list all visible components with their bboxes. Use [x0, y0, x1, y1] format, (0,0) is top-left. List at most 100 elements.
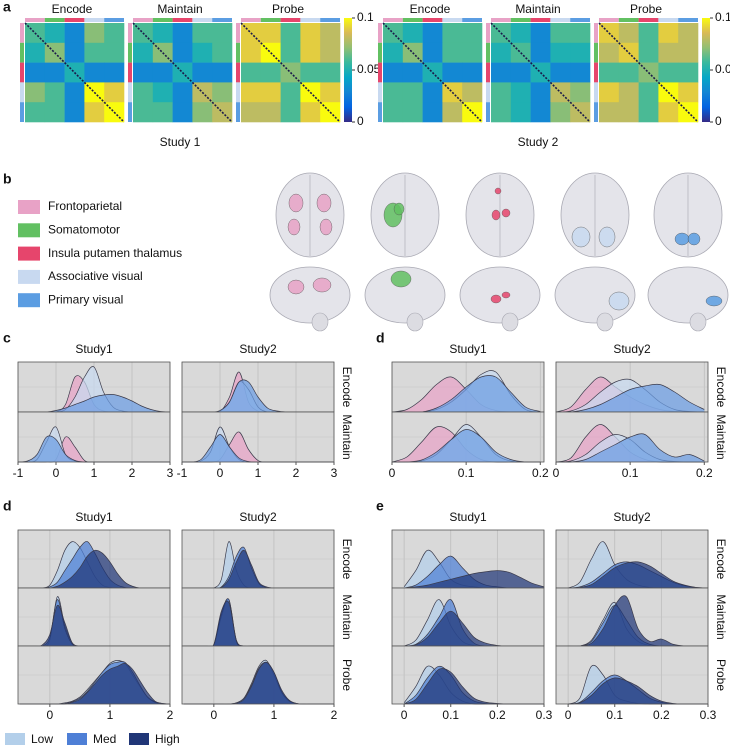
heatmap-cell: [192, 62, 213, 83]
brain-region: [608, 291, 630, 311]
network-strip: [236, 82, 240, 103]
heatmap-cell: [638, 102, 659, 123]
row-label: Encode: [340, 367, 354, 408]
network-strip: [133, 18, 153, 22]
x-tick-label: 0.1: [442, 708, 459, 722]
row-label: Maintain: [340, 594, 354, 639]
network-strip: [84, 18, 105, 22]
x-tick-label: -1: [177, 466, 188, 480]
x-tick-label: 2: [293, 466, 300, 480]
heatmap-cell: [510, 23, 531, 44]
brain-region: [571, 226, 591, 248]
heatmap-cell: [172, 42, 193, 63]
legend-label: Primary visual: [48, 292, 123, 306]
x-tick-label: 0: [401, 708, 408, 722]
heatmap-cell: [599, 82, 620, 103]
heatmap-cell: [658, 23, 679, 44]
row-label: Maintain: [714, 594, 728, 639]
colorbar-tick-label: 0: [715, 114, 722, 128]
heatmap-cell: [241, 42, 262, 63]
heatmap-cell: [658, 62, 679, 83]
network-strip: [378, 42, 382, 63]
network-strip: [594, 102, 598, 122]
legend-swatch: [5, 733, 25, 745]
network-strip: [486, 82, 490, 103]
legend-swatch: [18, 200, 40, 214]
matrix-title: Encode: [410, 2, 451, 16]
matrix-diagonal: [382, 22, 483, 123]
x-tick-label: 0: [217, 466, 224, 480]
panel-label: d: [376, 330, 385, 346]
heatmap-cell: [491, 42, 512, 63]
heatmap-cell: [300, 23, 321, 44]
brain-region: [598, 226, 616, 248]
network-strip: [300, 18, 321, 22]
heatmap-cell: [402, 23, 423, 44]
network-strip: [320, 18, 340, 22]
network-strip: [510, 18, 531, 22]
network-strip: [491, 18, 511, 22]
matrix-title: Maintain: [515, 2, 560, 16]
heatmap-cell: [570, 23, 591, 44]
network-strip: [594, 23, 598, 43]
heatmap-cell: [44, 23, 65, 44]
colorbar-tick-label: 0.05: [715, 62, 730, 76]
density-fill: [183, 662, 334, 705]
colorbar-tick-label: 0: [357, 114, 364, 128]
row-label: Encode: [714, 539, 728, 580]
network-strip: [442, 18, 463, 22]
heatmap-cell: [530, 42, 551, 63]
network-strip: [378, 62, 382, 83]
network-strip: [128, 102, 132, 122]
brain-region: [705, 295, 723, 307]
heatmap-cell: [104, 62, 125, 83]
heatmap-cell: [422, 102, 443, 123]
density-line: [555, 433, 705, 463]
heatmap-cell: [383, 82, 404, 103]
network-strip: [402, 18, 423, 22]
network-strip: [378, 82, 382, 103]
network-strip: [25, 18, 45, 22]
density-fill: [183, 600, 334, 648]
heatmap-cell: [300, 62, 321, 83]
brain-region: [687, 232, 701, 246]
heatmap-cell: [491, 102, 512, 123]
matrix-title: Probe: [272, 2, 304, 16]
brain-side: [364, 266, 446, 324]
matrix-diagonal: [132, 22, 233, 123]
row-label: Probe: [340, 659, 354, 691]
heatmap-cell: [383, 42, 404, 63]
legend-swatch: [129, 733, 149, 745]
heatmap-cell: [530, 23, 551, 44]
matrix-title: Probe: [630, 2, 662, 16]
x-tick-label: 1: [107, 708, 114, 722]
heatmap-cell: [462, 82, 483, 103]
heatmap-cell: [618, 23, 639, 44]
plot-frame: [17, 645, 171, 705]
heatmap-cell: [104, 42, 125, 63]
heatmap-cell: [442, 62, 463, 83]
x-tick-label: 2: [167, 708, 174, 722]
network-strip: [658, 18, 679, 22]
network-strip: [280, 18, 301, 22]
panel-label: d: [3, 498, 12, 514]
heatmap-cell: [152, 102, 173, 123]
row-label: Encode: [714, 367, 728, 408]
heatmap-cell: [422, 23, 443, 44]
heatmap-cell: [280, 102, 301, 123]
x-tick-label: 0.1: [606, 708, 623, 722]
heatmap-cell: [550, 42, 571, 63]
network-strip: [462, 18, 482, 22]
network-strip: [128, 82, 132, 103]
brain-side: [647, 266, 729, 324]
network-strip: [378, 102, 382, 122]
column-title: Study1: [75, 510, 113, 524]
network-strip: [104, 18, 124, 22]
colorbar-tick-label: 0.1: [357, 10, 374, 24]
column-title: Study2: [613, 510, 651, 524]
x-tick-label: 0: [210, 708, 217, 722]
density-fill: [19, 605, 171, 647]
column-title: Study2: [613, 342, 651, 356]
x-tick-label: 0: [53, 466, 60, 480]
